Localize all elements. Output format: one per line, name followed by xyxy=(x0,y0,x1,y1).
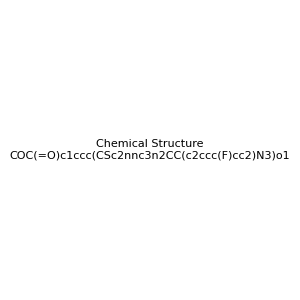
Text: Chemical Structure
COC(=O)c1ccc(CSc2nnc3n2CC(c2ccc(F)cc2)N3)o1: Chemical Structure COC(=O)c1ccc(CSc2nnc3… xyxy=(10,139,290,161)
